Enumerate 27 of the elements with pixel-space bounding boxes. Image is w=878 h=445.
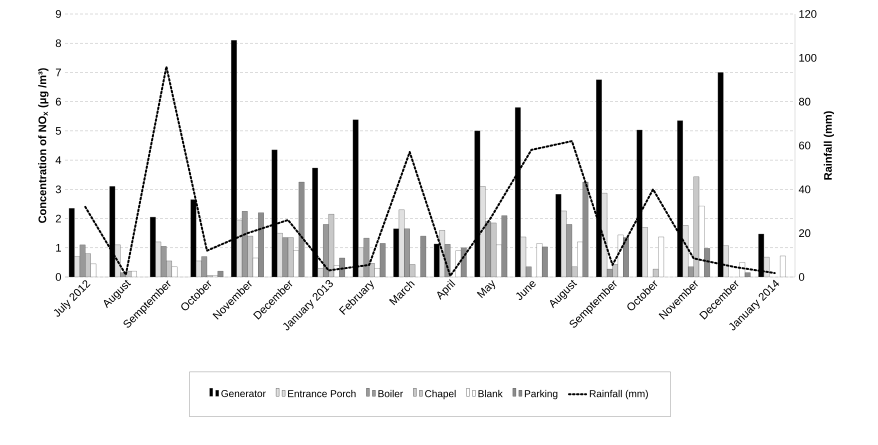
y-tick-label: 2	[56, 214, 61, 222]
legend-label: Boiler	[378, 390, 404, 398]
legend-label: Blank	[478, 390, 503, 398]
y-tick-label: 1	[56, 244, 61, 252]
y-axis-title: Concentration of NO$_{x}$ (μg /m³)	[38, 68, 48, 223]
y-tick-label: 7	[56, 68, 61, 76]
y-tick-label: 3	[56, 185, 61, 194]
y2-tick-label: 0	[798, 273, 804, 281]
y2-tick-label: 60	[799, 142, 810, 150]
legend-label: Entrance Porch	[288, 390, 356, 398]
y2-tick-label: 80	[799, 98, 810, 106]
y-tick-label: 4	[56, 156, 62, 164]
y2-tick-label: 120	[799, 10, 816, 18]
y-tick-label: 6	[56, 98, 61, 106]
x-tick-label: May	[476, 280, 496, 298]
y-tick-label: 8	[56, 39, 61, 48]
y2-tick-label: 100	[799, 54, 816, 62]
legend-label: Parking	[524, 390, 558, 400]
legend-label: Generator	[221, 390, 266, 398]
legend-label: Rainfall (mm)	[590, 390, 648, 400]
y-tick-label: 5	[56, 127, 61, 135]
y-tick-label: 9	[56, 10, 61, 18]
y2-tick-label: 20	[799, 229, 810, 238]
y-tick-label: 0	[56, 273, 62, 281]
y2-axis-title: Rainfall (mm)	[824, 111, 834, 180]
y2-tick-label: 40	[798, 185, 810, 194]
legend-label: Chapel	[425, 390, 456, 400]
